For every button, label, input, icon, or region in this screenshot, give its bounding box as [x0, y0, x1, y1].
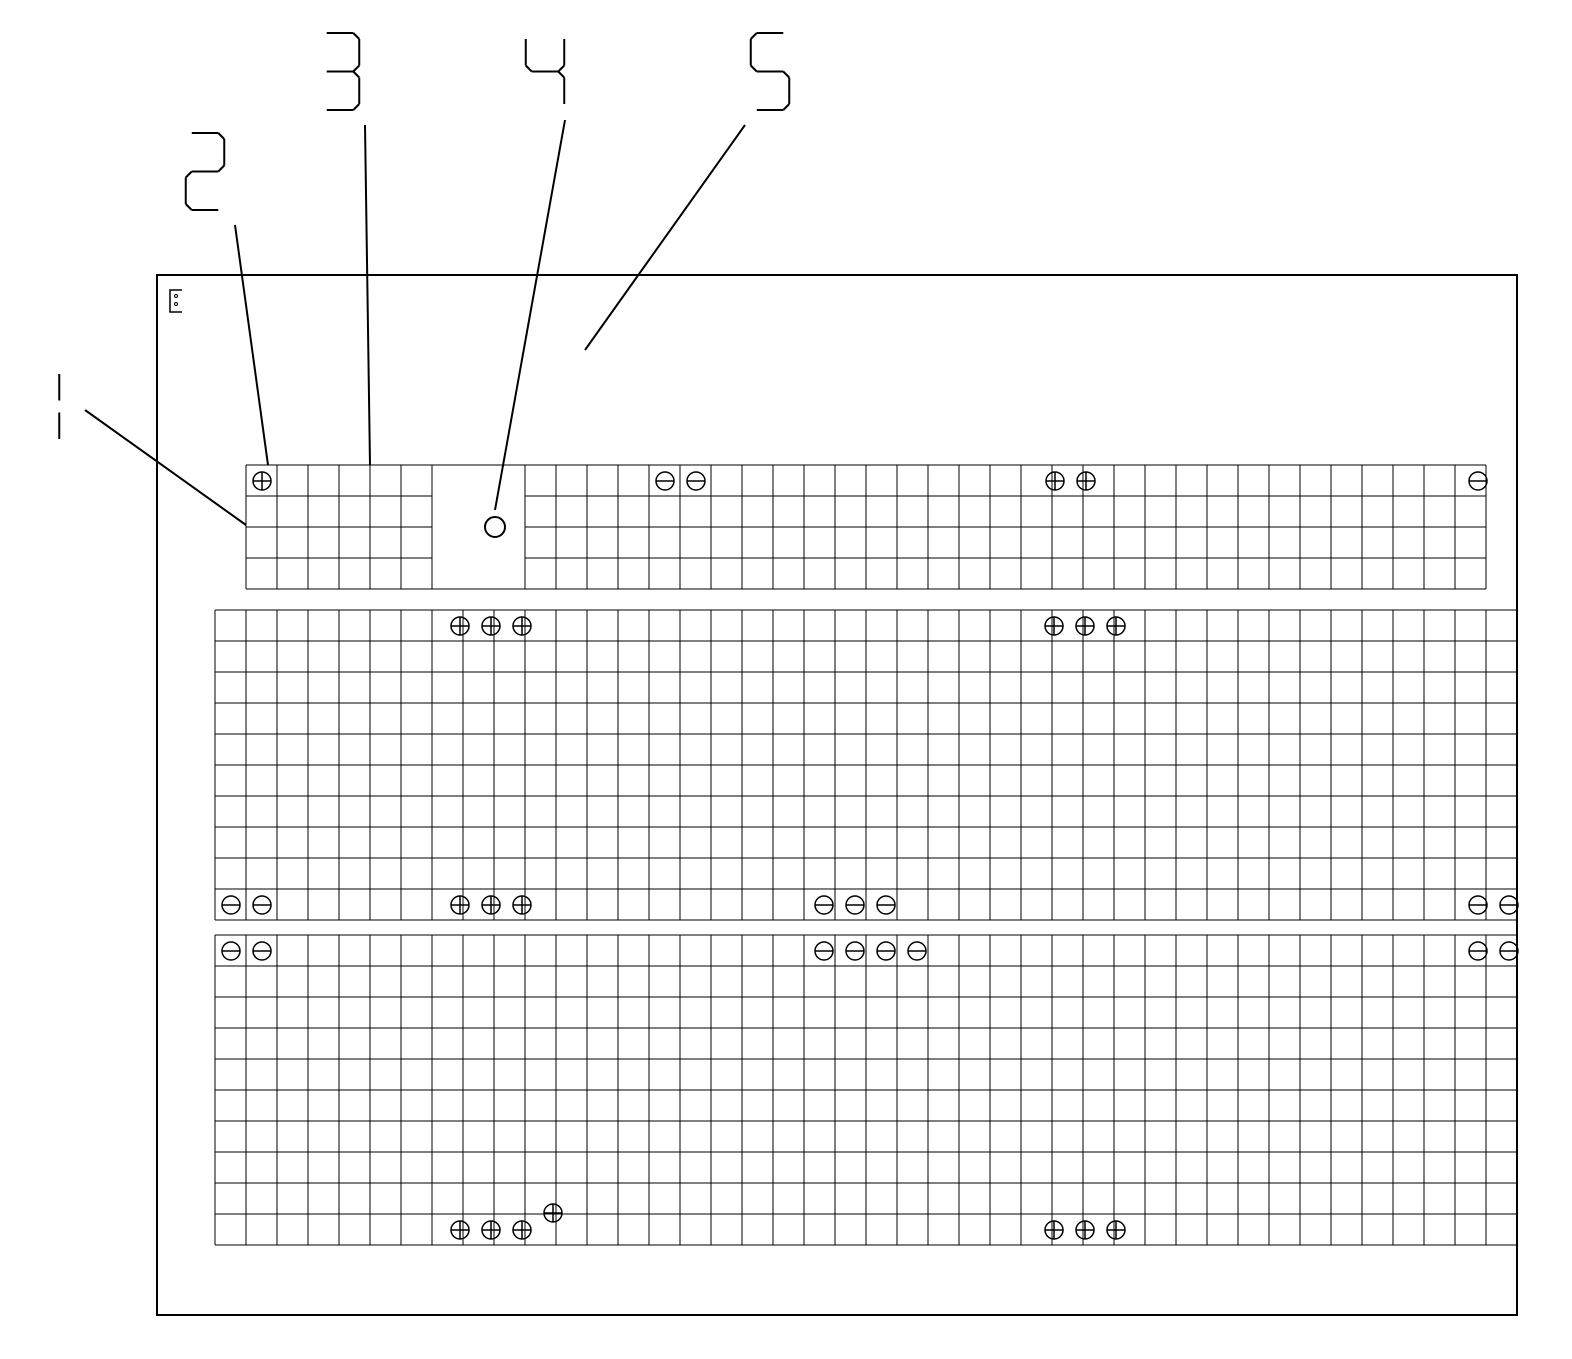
- label-digit-3: [327, 33, 360, 110]
- plus-marker: [513, 1221, 531, 1239]
- label-digit-2: [186, 133, 225, 210]
- label-digit-5: [751, 33, 790, 110]
- plus-marker: [1045, 617, 1063, 635]
- plus-marker: [451, 617, 469, 635]
- plus-marker: [1046, 472, 1064, 490]
- grid-middle-block: [215, 610, 1517, 920]
- plus-marker: [544, 1204, 562, 1222]
- corner-marker: [170, 290, 182, 312]
- grid-top-row: [246, 465, 1486, 589]
- minus-marker: [1500, 942, 1518, 960]
- plus-marker: [513, 617, 531, 635]
- grid-bottom-block: [215, 935, 1517, 1245]
- plus-marker: [1107, 1221, 1125, 1239]
- minus-marker: [656, 472, 674, 490]
- minus-marker: [1469, 472, 1487, 490]
- minus-marker: [687, 472, 705, 490]
- plus-marker: [1077, 472, 1095, 490]
- technical-diagram: [0, 0, 1572, 1354]
- plus-marker: [513, 896, 531, 914]
- leader-2: [235, 225, 268, 465]
- minus-marker: [1469, 942, 1487, 960]
- minus-marker: [877, 896, 895, 914]
- leader-5: [585, 125, 745, 350]
- plus-marker: [1107, 617, 1125, 635]
- minus-marker: [815, 896, 833, 914]
- minus-marker: [908, 942, 926, 960]
- minus-marker: [1500, 896, 1518, 914]
- minus-marker: [253, 896, 271, 914]
- minus-marker: [846, 896, 864, 914]
- minus-marker: [846, 942, 864, 960]
- leader-1: [85, 410, 246, 525]
- minus-marker: [253, 942, 271, 960]
- minus-marker: [877, 942, 895, 960]
- plus-marker: [482, 896, 500, 914]
- minus-marker: [222, 942, 240, 960]
- minus-marker: [222, 896, 240, 914]
- plus-marker: [482, 617, 500, 635]
- plus-marker: [253, 472, 271, 490]
- minus-marker: [815, 942, 833, 960]
- plus-marker: [451, 1221, 469, 1239]
- label-digit-4: [526, 39, 565, 104]
- outer-frame: [157, 275, 1517, 1315]
- plus-marker: [1076, 1221, 1094, 1239]
- minus-marker: [1469, 896, 1487, 914]
- plus-marker: [482, 1221, 500, 1239]
- leader-4: [495, 120, 565, 510]
- plus-marker: [1076, 617, 1094, 635]
- leader-3: [365, 125, 370, 465]
- diagram-root: [0, 0, 1572, 1359]
- plus-marker: [451, 896, 469, 914]
- plus-marker: [1045, 1221, 1063, 1239]
